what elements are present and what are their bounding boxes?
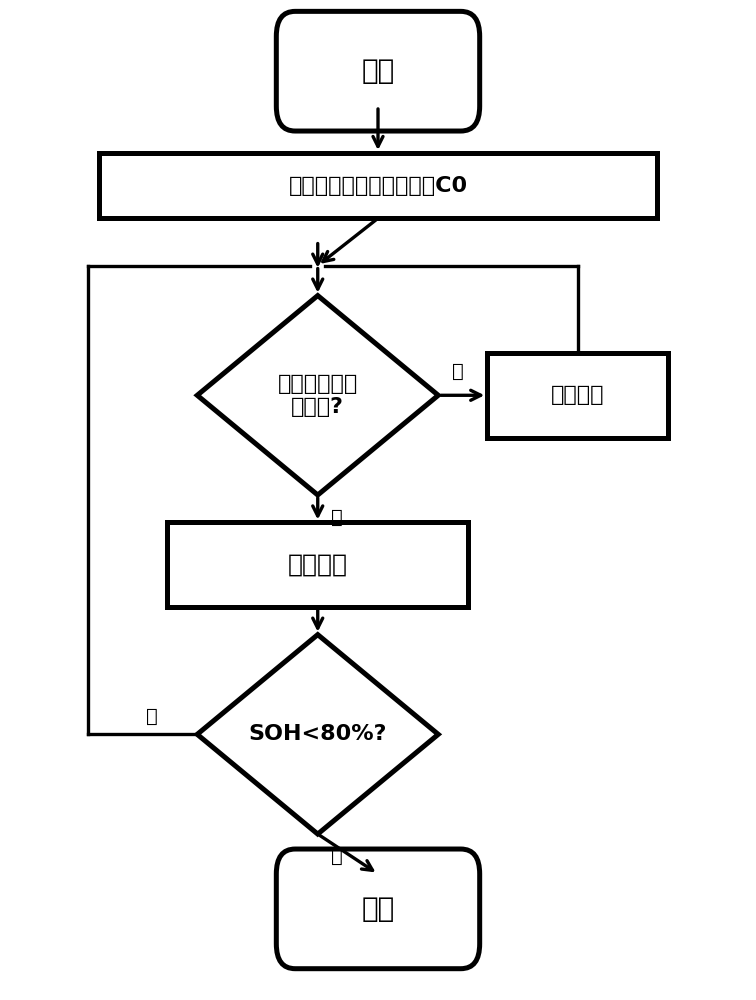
Text: 是否处于充放
电状态?: 是否处于充放 电状态?	[277, 374, 358, 417]
Text: 开始: 开始	[361, 57, 395, 85]
Bar	[487, 353, 668, 438]
Text: 是: 是	[331, 508, 343, 527]
FancyBboxPatch shape	[276, 11, 480, 131]
Polygon shape	[197, 296, 438, 495]
Bar	[99, 153, 657, 218]
Text: 循环模式: 循环模式	[288, 553, 348, 577]
Bar	[167, 522, 469, 607]
FancyBboxPatch shape	[276, 849, 480, 969]
Text: 结束: 结束	[361, 895, 395, 923]
Text: 否: 否	[146, 707, 158, 726]
Polygon shape	[197, 635, 438, 834]
Text: 否: 否	[452, 362, 463, 381]
Text: 确定电池的初始额定容量C0: 确定电池的初始额定容量C0	[289, 176, 467, 196]
Text: 存储模式: 存储模式	[551, 385, 604, 405]
Text: SOH<80%?: SOH<80%?	[249, 724, 387, 744]
Text: 是: 是	[331, 847, 343, 866]
